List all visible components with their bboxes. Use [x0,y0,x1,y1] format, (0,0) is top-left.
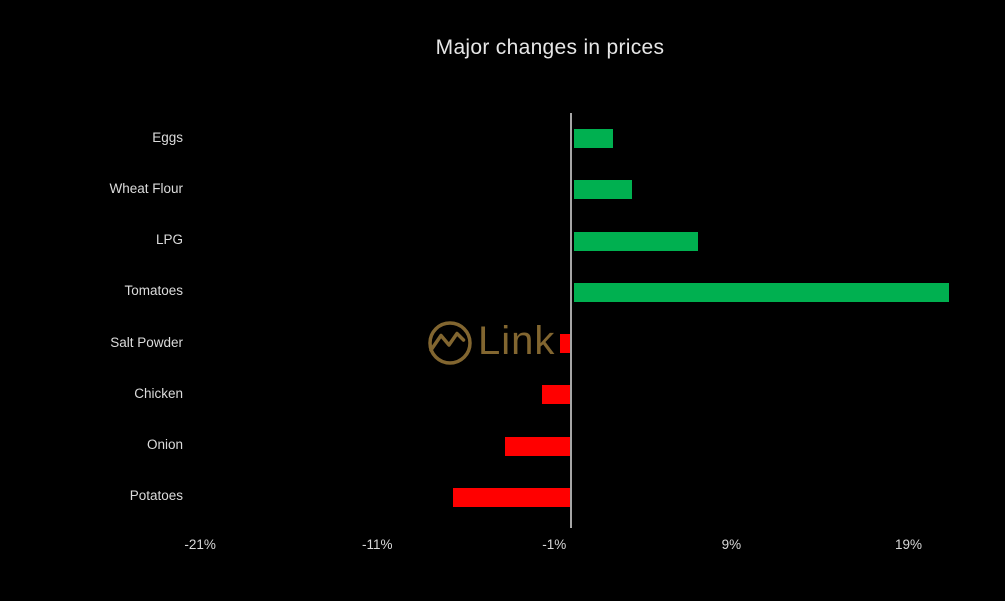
bar-onion [504,436,572,456]
category-label-salt-powder: Salt Powder [110,334,183,350]
bar-tomatoes [574,282,950,302]
zero-axis-line [570,113,572,528]
x-tick-label-9pct: 9% [721,537,742,552]
category-label-lpg: LPG [155,232,183,248]
category-label-potatoes: Potatoes [129,488,183,504]
x-tick-label-neg21pct: -21% [184,537,216,552]
category-label-wheat-flour: Wheat Flour [109,180,183,196]
category-label-onion: Onion [146,437,183,453]
x-tick-label-19pct: 19% [894,537,922,552]
chart-title: Major changes in prices [435,36,665,59]
bar-chicken [541,385,572,405]
category-label-eggs: Eggs [152,129,183,145]
x-tick-label-neg1pct: -1% [542,537,567,552]
m-circle-logo-icon [428,321,472,365]
bar-wheat-flour [574,180,633,200]
bar-lpg [574,231,698,251]
category-label-chicken: Chicken [134,385,183,401]
bar-eggs [574,129,613,149]
watermark-logo: Link [424,314,555,368]
category-label-tomatoes: Tomatoes [124,283,183,299]
x-tick-label-neg11pct: -11% [361,537,393,552]
bar-salt-powder [559,334,572,354]
watermark-text: Link [478,319,556,363]
bar-potatoes [453,487,572,507]
